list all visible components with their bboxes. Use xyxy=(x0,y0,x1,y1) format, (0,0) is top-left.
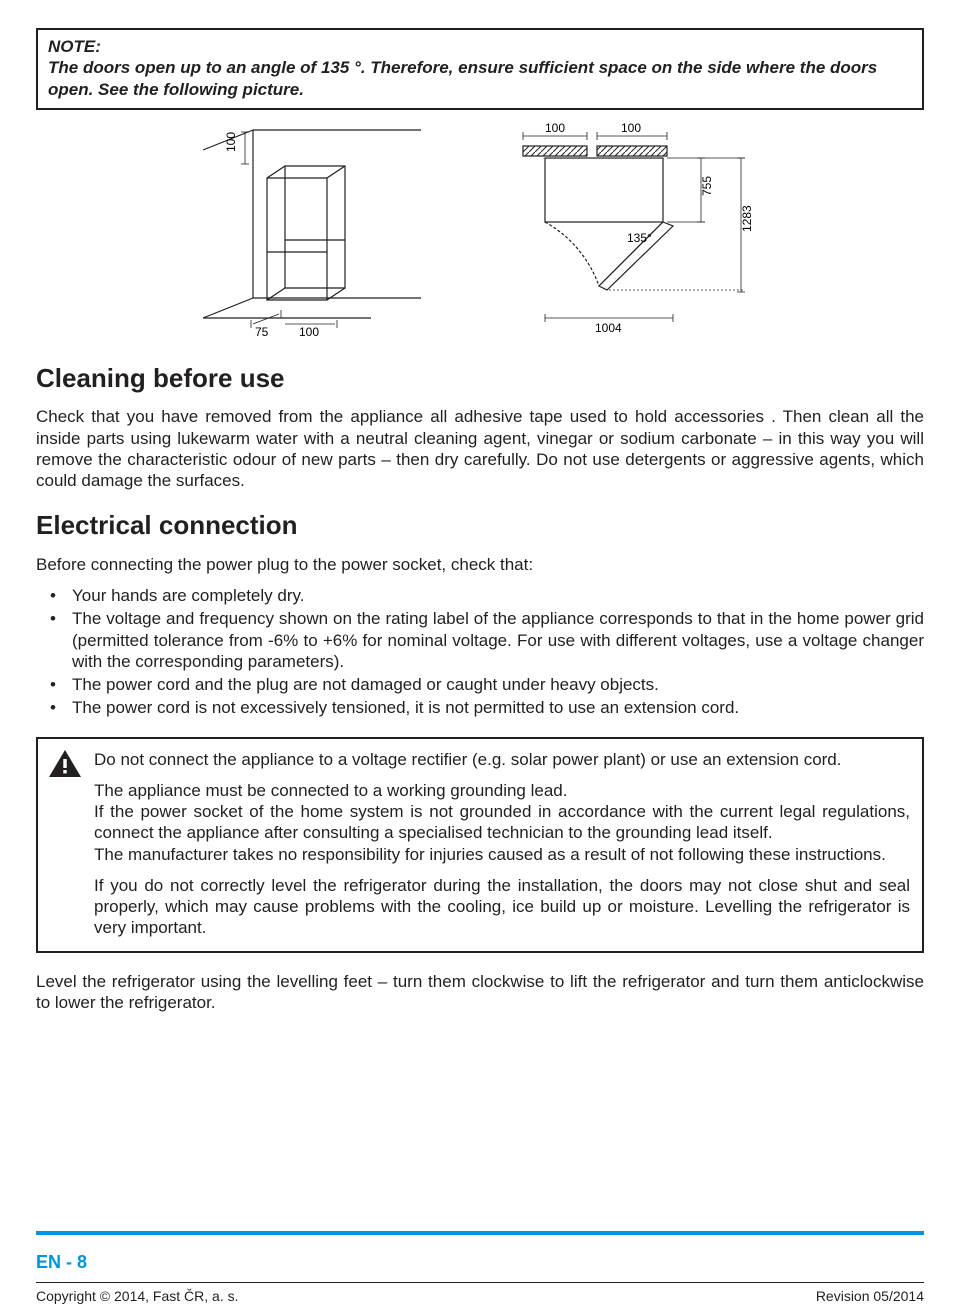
fridge-iso-diagram: 100 75 100 xyxy=(195,122,425,342)
para-electrical-intro: Before connecting the power plug to the … xyxy=(36,554,924,575)
dim-label: 100 xyxy=(621,122,641,135)
dim-label: 755 xyxy=(700,175,714,195)
dim-label: 1004 xyxy=(595,321,622,335)
dim-label: 135° xyxy=(627,231,652,245)
note-box: NOTE: The doors open up to an angle of 1… xyxy=(36,28,924,110)
diagram-row: 100 75 100 xyxy=(36,122,924,342)
warn-p2: The appliance must be connected to a wor… xyxy=(94,780,910,801)
dim-label: 100 xyxy=(299,325,319,339)
para-levelling: Level the refrigerator using the levelli… xyxy=(36,971,924,1014)
note-body: The doors open up to an angle of 135 °. … xyxy=(48,57,912,100)
list-item: The power cord and the plug are not dama… xyxy=(36,674,924,695)
electrical-bullet-list: Your hands are completely dry. The volta… xyxy=(36,585,924,719)
footer-page-number: EN - 8 xyxy=(36,1251,87,1274)
heading-cleaning: Cleaning before use xyxy=(36,362,924,395)
footer-copyright: Copyright © 2014, Fast ČR, a. s. xyxy=(36,1288,239,1306)
heading-electrical: Electrical connection xyxy=(36,509,924,542)
dim-label: 75 xyxy=(255,325,269,339)
para-cleaning: Check that you have removed from the app… xyxy=(36,406,924,491)
list-item: Your hands are completely dry. xyxy=(36,585,924,606)
warning-box: Do not connect the appliance to a voltag… xyxy=(36,737,924,953)
warn-p4: The manufacturer takes no responsibility… xyxy=(94,844,910,865)
warning-content: Do not connect the appliance to a voltag… xyxy=(94,749,910,939)
warning-icon xyxy=(48,749,82,779)
dim-label: 1283 xyxy=(740,205,754,232)
warn-p1: Do not connect the appliance to a voltag… xyxy=(94,749,910,770)
note-title: NOTE: xyxy=(48,36,912,57)
footer-separator xyxy=(36,1231,924,1235)
footer-revision: Revision 05/2014 xyxy=(816,1288,924,1306)
fridge-top-diagram: 100 100 755 1283 135° 1004 xyxy=(505,122,765,342)
warn-p5: If you do not correctly level the refrig… xyxy=(94,875,910,939)
footer-rule xyxy=(36,1282,924,1283)
dim-label: 100 xyxy=(545,122,565,135)
list-item: The voltage and frequency shown on the r… xyxy=(36,608,924,672)
dim-label: 100 xyxy=(224,131,238,151)
list-item: The power cord is not excessively tensio… xyxy=(36,697,924,718)
warn-p3: If the power socket of the home system i… xyxy=(94,801,910,844)
